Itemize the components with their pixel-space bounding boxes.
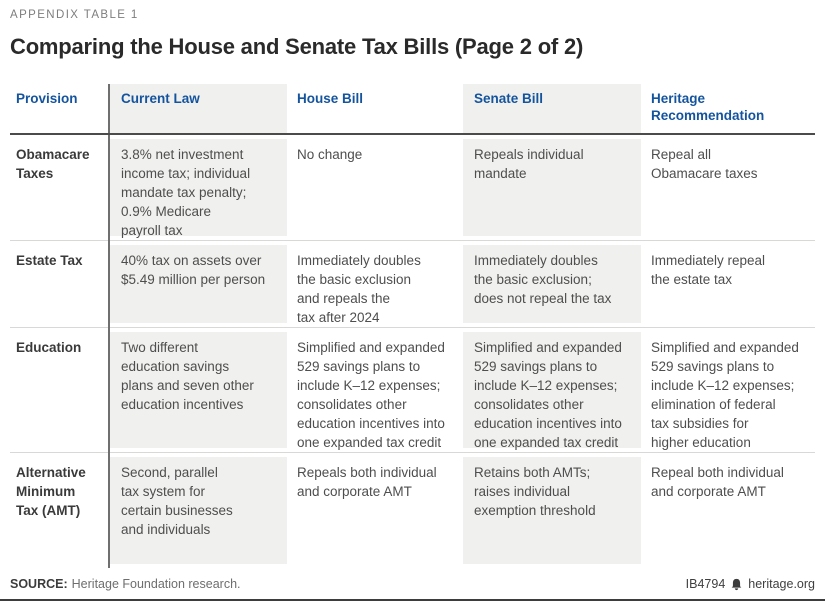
liberty-bell-icon — [730, 578, 743, 591]
column-header-heritage-recommendation: Heritage Recommendation — [641, 84, 815, 135]
cell-heritage-recommendation: Simplified and expanded 529 savings plan… — [641, 327, 815, 453]
source-note: SOURCE: Heritage Foundation research. — [10, 577, 241, 591]
column-header-senate-bill: Senate Bill — [463, 84, 641, 135]
cell-senate-bill: Repeals individual mandate — [463, 134, 641, 241]
footer-right: IB4794 heritage.org — [686, 577, 815, 591]
cell-heritage-recommendation: Repeal both individual and corporate AMT — [641, 452, 815, 568]
row-label-education: Education — [10, 327, 109, 453]
cell-current-law: Second, parallel tax system for certain … — [108, 452, 287, 568]
table-header-row: Provision Current Law House Bill Senate … — [10, 84, 815, 135]
cell-senate-bill: Simplified and expanded 529 savings plan… — [463, 327, 641, 453]
row-label-alternative-minimum-tax: Alternative Minimum Tax (AMT) — [10, 452, 109, 568]
cell-house-bill: Repeals both individual and corporate AM… — [287, 452, 463, 568]
cell-heritage-recommendation: Immediately repeal the estate tax — [641, 240, 815, 328]
document-id: IB4794 — [685, 577, 726, 591]
row-label-estate-tax: Estate Tax — [10, 240, 109, 328]
cell-current-law: Two different education savings plans an… — [108, 327, 287, 453]
cell-current-law: 40% tax on assets over $5.49 million per… — [108, 240, 287, 328]
cell-current-law: 3.8% net investment income tax; individu… — [108, 134, 287, 241]
site-name: heritage.org — [748, 577, 815, 591]
table-row-education: Education Two different education saving… — [10, 327, 815, 453]
table-row-obamacare-taxes: Obamacare Taxes 3.8% net investment inco… — [10, 134, 815, 241]
column-header-current-law: Current Law — [108, 84, 287, 135]
cell-house-bill: Immediately doubles the basic exclusion … — [287, 240, 463, 328]
source-text: Heritage Foundation research. — [71, 577, 241, 591]
cell-house-bill: No change — [297, 147, 363, 162]
tax-bill-comparison-table: Provision Current Law House Bill Senate … — [10, 84, 815, 568]
cell-heritage-recommendation: Repeal all Obamacare taxes — [651, 147, 758, 181]
cell-house-bill: Simplified and expanded 529 savings plan… — [287, 327, 463, 453]
cell-senate-bill: Immediately doubles the basic exclusion;… — [463, 240, 641, 328]
row-label-obamacare-taxes: Obamacare Taxes — [16, 147, 90, 181]
column-header-provision: Provision — [10, 84, 109, 135]
source-label: SOURCE: — [10, 577, 68, 591]
table-row-alternative-minimum-tax: Alternative Minimum Tax (AMT) Second, pa… — [10, 452, 815, 568]
cell-senate-bill: Retains both AMTs; raises individual exe… — [463, 452, 641, 568]
table-eyebrow: APPENDIX TABLE 1 — [10, 9, 139, 21]
column-header-house-bill: House Bill — [287, 84, 463, 135]
table-row-estate-tax: Estate Tax 40% tax on assets over $5.49 … — [10, 240, 815, 328]
page-title: Comparing the House and Senate Tax Bills… — [10, 34, 584, 59]
footer: SOURCE: Heritage Foundation research. IB4… — [10, 577, 815, 591]
